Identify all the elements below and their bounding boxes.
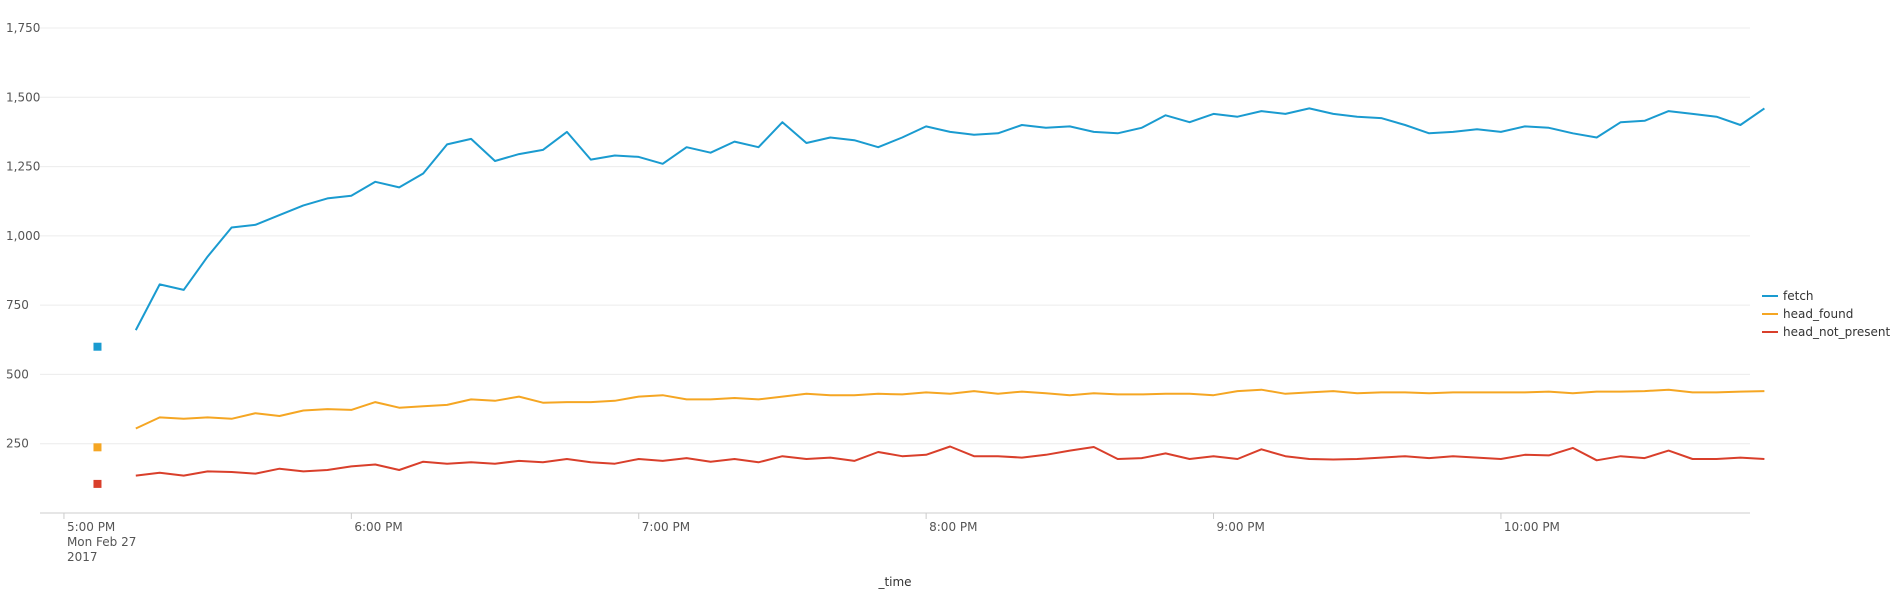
y-tick-label: 500 xyxy=(6,367,29,381)
x-tick-label: 7:00 PM xyxy=(642,520,690,534)
legend[interactable]: fetch head_found head_not_present xyxy=(1762,289,1891,339)
x-tick-label: 6:00 PM xyxy=(354,520,402,534)
series-line xyxy=(135,445,1765,477)
legend-label: fetch xyxy=(1783,289,1814,303)
x-tick-sublabel: Mon Feb 27 xyxy=(67,535,136,549)
series-fetch xyxy=(93,107,1765,351)
x-axis-title: _time xyxy=(877,575,911,589)
series-layer xyxy=(93,107,1765,488)
series-head-not-present xyxy=(93,445,1765,488)
x-tick-label: 10:00 PM xyxy=(1504,520,1560,534)
legend-item-head-not-present[interactable]: head_not_present xyxy=(1762,325,1891,339)
data-point-marker xyxy=(93,479,102,488)
data-point-marker xyxy=(93,342,102,351)
y-tick-label: 1,500 xyxy=(6,90,40,104)
legend-label: head_not_present xyxy=(1783,325,1891,339)
series-line xyxy=(134,107,1765,331)
legend-item-head-found[interactable]: head_found xyxy=(1762,307,1853,321)
y-tick-label: 1,000 xyxy=(6,229,40,243)
data-point-marker xyxy=(93,443,102,452)
y-axis: 250 500 750 1,000 1,250 1,500 1,750 xyxy=(6,21,40,451)
series-line xyxy=(135,388,1765,430)
y-tick-label: 750 xyxy=(6,298,29,312)
legend-item-fetch[interactable]: fetch xyxy=(1762,289,1814,303)
y-tick-label: 1,750 xyxy=(6,21,40,35)
legend-label: head_found xyxy=(1783,307,1853,321)
y-tick-label: 250 xyxy=(6,437,29,451)
grid-layer xyxy=(40,27,1750,445)
x-tick-label: 8:00 PM xyxy=(929,520,977,534)
x-tick-label: 9:00 PM xyxy=(1217,520,1265,534)
series-head-found xyxy=(93,388,1765,452)
x-tick-label: 5:00 PM xyxy=(67,520,115,534)
x-tick-sublabel: 2017 xyxy=(67,550,98,564)
y-tick-label: 1,250 xyxy=(6,160,40,174)
